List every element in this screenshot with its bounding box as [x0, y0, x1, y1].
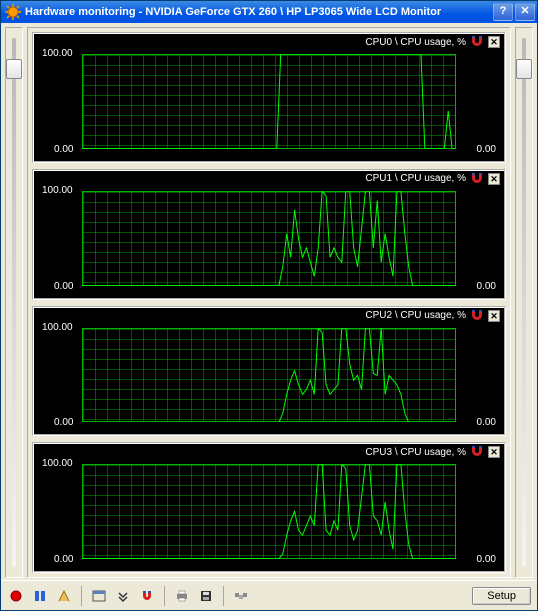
help-button[interactable]: ? [493, 3, 513, 21]
pause-icon[interactable] [31, 587, 49, 605]
chart-title: CPU0 \ CPU usage, % [365, 37, 466, 48]
y-axis-right-label: 0.00 [477, 554, 496, 565]
charts-container: CPU0 \ CPU usage, %✕100.000.000.00CPU1 \… [27, 27, 511, 578]
magnet-icon[interactable] [470, 310, 484, 322]
right-slider-track [515, 27, 533, 578]
chart-panel: CPU0 \ CPU usage, % ✕ 100.00 0.00 0.00 [32, 32, 506, 163]
y-axis-max-label: 100.00 [42, 185, 73, 196]
left-slider-track [5, 27, 23, 578]
left-slider-thumb[interactable] [6, 59, 22, 79]
clear-icon[interactable] [55, 587, 73, 605]
y-axis-right-label: 0.00 [477, 281, 496, 292]
bottom-toolbar: Setup [1, 580, 537, 610]
title-bar[interactable]: Hardware monitoring - NVIDIA GeForce GTX… [1, 1, 537, 23]
window-title: Hardware monitoring - NVIDIA GeForce GTX… [21, 6, 491, 18]
save-icon[interactable] [197, 587, 215, 605]
y-axis-max-label: 100.00 [42, 458, 73, 469]
app-icon [5, 4, 21, 20]
magnet-icon[interactable] [470, 446, 484, 458]
window-icon[interactable] [90, 587, 108, 605]
chart-close-icon[interactable]: ✕ [488, 173, 500, 185]
chart-panel: CPU1 \ CPU usage, % ✕ 100.00 0.00 0.00 [32, 169, 506, 300]
chart-close-icon[interactable]: ✕ [488, 310, 500, 322]
chart-title: CPU2 \ CPU usage, % [365, 310, 466, 321]
record-icon[interactable] [7, 587, 25, 605]
close-button[interactable]: ✕ [515, 3, 535, 21]
y-axis-min-label: 0.00 [54, 417, 73, 428]
chart-close-icon[interactable]: ✕ [488, 446, 500, 458]
setup-button[interactable]: Setup [472, 587, 531, 605]
chart-panel: CPU3 \ CPU usage, % ✕ 100.00 0.00 0.00 [32, 442, 506, 573]
app-window: Hardware monitoring - NVIDIA GeForce GTX… [0, 0, 538, 611]
right-slider-thumb[interactable] [516, 59, 532, 79]
y-axis-right-label: 0.00 [477, 144, 496, 155]
toolbar-separator [81, 586, 82, 606]
chart-title: CPU1 \ CPU usage, % [365, 173, 466, 184]
chart-close-icon[interactable]: ✕ [488, 36, 500, 48]
y-axis-min-label: 0.00 [54, 554, 73, 565]
magnet-icon[interactable] [470, 173, 484, 185]
chart-plot-area [82, 328, 456, 423]
y-axis-min-label: 0.00 [54, 144, 73, 155]
chart-plot-area [82, 54, 456, 149]
toolbar-separator [223, 586, 224, 606]
chart-title: CPU3 \ CPU usage, % [365, 447, 466, 458]
magnet-red-icon[interactable] [138, 587, 156, 605]
y-axis-right-label: 0.00 [477, 417, 496, 428]
magnet-icon[interactable] [470, 36, 484, 48]
chart-panel: CPU2 \ CPU usage, % ✕ 100.00 0.00 0.00 [32, 306, 506, 437]
content-area: CPU0 \ CPU usage, %✕100.000.000.00CPU1 \… [1, 23, 537, 580]
chart-plot-area [82, 191, 456, 286]
y-axis-max-label: 100.00 [42, 48, 73, 59]
toolbar-separator [164, 586, 165, 606]
y-axis-min-label: 0.00 [54, 281, 73, 292]
chart-plot-area [82, 464, 456, 559]
y-axis-max-label: 100.00 [42, 322, 73, 333]
expand-icon[interactable] [114, 587, 132, 605]
settings-icon[interactable] [232, 587, 250, 605]
print-icon[interactable] [173, 587, 191, 605]
